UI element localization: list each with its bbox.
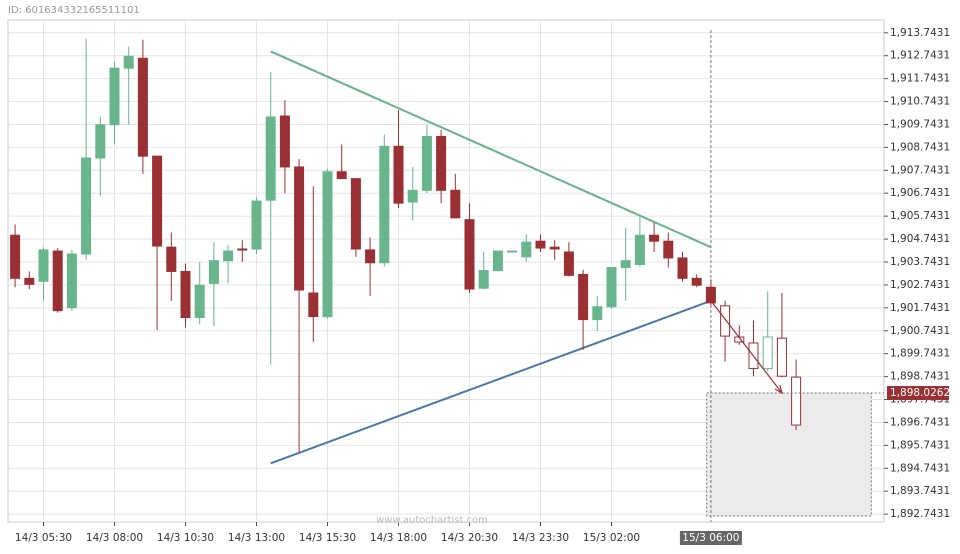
candle-body xyxy=(38,249,49,282)
candle-body xyxy=(762,336,773,369)
candle-body xyxy=(620,260,631,269)
plot-area xyxy=(7,19,885,523)
candle-body xyxy=(379,145,390,264)
y-tick-label: 1,908.7431 xyxy=(890,141,950,153)
y-tick-label: 1,913.7431 xyxy=(890,27,950,39)
candle-body xyxy=(578,273,589,321)
y-tick-label: 1,909.7431 xyxy=(890,118,950,130)
candle-body xyxy=(450,189,461,219)
y-tick-label: 1,900.7431 xyxy=(890,325,950,337)
watermark: www.autochartist.com xyxy=(376,515,488,526)
x-tick-label: 15/3 02:00 xyxy=(583,532,640,544)
x-tick-label: 14/3 10:30 xyxy=(157,532,214,544)
candle-body xyxy=(535,240,546,249)
x-tick-label: 14/3 20:30 xyxy=(441,532,498,544)
candle-body xyxy=(237,248,248,251)
trendline xyxy=(270,299,712,465)
x-tick-label: 14/3 13:00 xyxy=(228,532,285,544)
candle-body xyxy=(294,166,305,291)
candle-body xyxy=(705,286,716,304)
candle-body xyxy=(322,171,333,318)
forecast-arrow xyxy=(710,300,783,394)
candle-body xyxy=(52,250,63,312)
candle-body xyxy=(492,250,503,272)
candle-body xyxy=(421,135,432,191)
candle-body xyxy=(464,219,475,290)
y-tick-label: 1,898.7431 xyxy=(890,371,950,383)
y-tick-label: 1,906.7431 xyxy=(890,187,950,199)
candle-body xyxy=(10,234,21,279)
y-tick-label: 1,905.7431 xyxy=(890,210,950,222)
candle-body xyxy=(137,57,148,157)
candle-body xyxy=(563,251,574,276)
candle-body xyxy=(350,178,361,250)
y-tick-label: 1,896.7431 xyxy=(890,416,950,428)
candle-body xyxy=(208,260,219,284)
forecast-zone xyxy=(706,392,872,517)
candle-body xyxy=(251,200,262,250)
candle-body xyxy=(791,376,802,426)
y-tick-label: 1,912.7431 xyxy=(890,50,950,62)
target-label: 1,898.0262 xyxy=(890,387,950,399)
y-tick-label: 1,907.7431 xyxy=(890,164,950,176)
candle-body xyxy=(634,234,645,266)
x-tick-label: 14/3 05:30 xyxy=(15,532,72,544)
candle-body xyxy=(776,337,787,377)
highlight-box xyxy=(679,531,742,545)
x-tick-label: 14/3 18:00 xyxy=(370,532,427,544)
candle-body xyxy=(223,250,234,262)
candle-body xyxy=(478,270,489,289)
id-label: ID: 601634332165511101 xyxy=(8,5,140,16)
candle-body xyxy=(308,292,319,318)
highlight-label: 15/3 06:00 xyxy=(682,532,739,544)
candle-body xyxy=(81,157,92,255)
candle-body xyxy=(592,306,603,321)
candle-body xyxy=(407,189,418,203)
y-tick-label: 1,895.7431 xyxy=(890,439,950,451)
y-tick-label: 1,902.7431 xyxy=(890,279,950,291)
candle-body xyxy=(109,67,120,126)
y-tick-label: 1,893.7431 xyxy=(890,485,950,497)
candle-body xyxy=(365,249,376,264)
candle-body xyxy=(265,116,276,201)
candle-body xyxy=(720,305,731,337)
candle-body xyxy=(691,277,702,286)
candle-body xyxy=(606,267,617,308)
candle-body xyxy=(180,270,191,319)
y-tick-label: 1,904.7431 xyxy=(890,233,950,245)
candle-body xyxy=(649,234,660,242)
y-tick-label: 1,894.7431 xyxy=(890,462,950,474)
candle-body xyxy=(436,135,447,191)
y-tick-label: 1,903.7431 xyxy=(890,256,950,268)
candle-body xyxy=(549,246,560,250)
x-tick-label: 14/3 15:30 xyxy=(299,532,356,544)
candle-body xyxy=(166,246,177,272)
candle-body xyxy=(393,145,404,204)
y-tick-label: 1,911.7431 xyxy=(890,73,950,85)
x-tick-label: 14/3 08:00 xyxy=(86,532,143,544)
y-tick-label: 1,899.7431 xyxy=(890,348,950,360)
target-box xyxy=(887,386,949,401)
x-tick-label: 14/3 23:30 xyxy=(512,532,569,544)
y-tick-label: 1,901.7431 xyxy=(890,302,950,314)
trendline xyxy=(270,50,712,249)
candle-body xyxy=(95,124,106,159)
candle-body xyxy=(123,55,134,69)
arrow-head xyxy=(774,385,783,395)
candle-body xyxy=(677,257,688,279)
candle-body xyxy=(521,241,532,258)
candle-body xyxy=(194,284,205,319)
candle-body xyxy=(336,171,347,180)
y-tick-label: 1,892.7431 xyxy=(890,508,950,520)
candle-body xyxy=(24,277,35,285)
candle-body xyxy=(279,115,290,168)
y-tick-label: 1,910.7431 xyxy=(890,96,950,108)
candle-body xyxy=(66,253,77,309)
candle-body xyxy=(507,250,518,253)
candle-body xyxy=(152,155,163,247)
candle-body xyxy=(663,240,674,259)
